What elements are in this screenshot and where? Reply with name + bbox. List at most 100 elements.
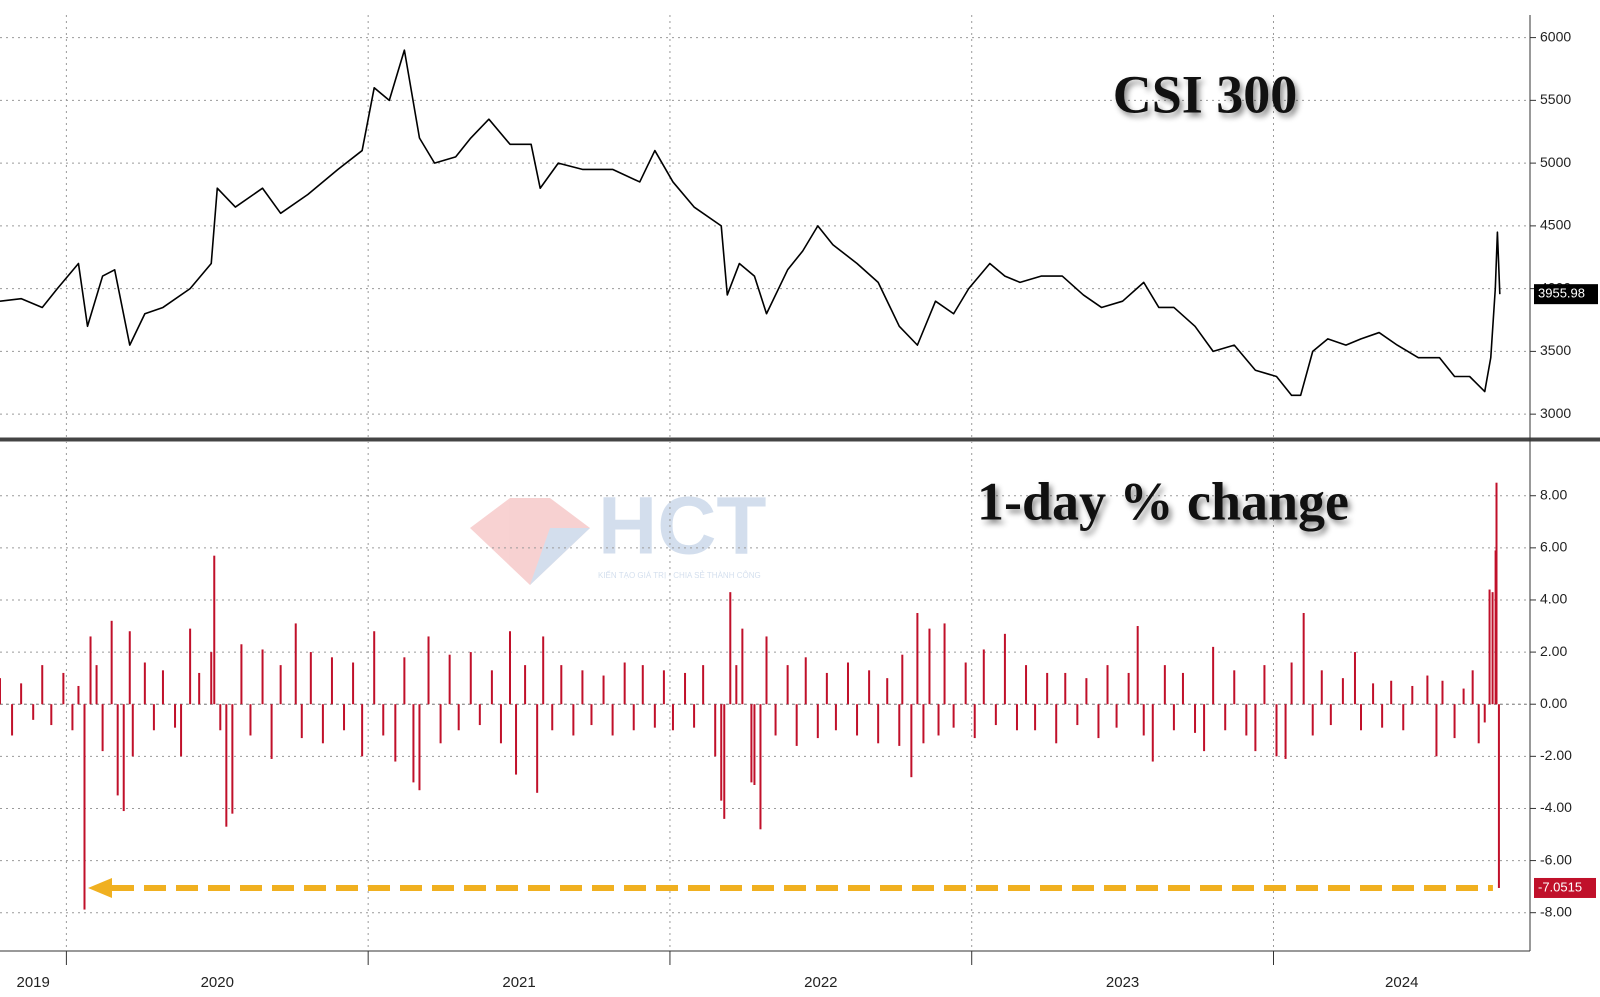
- y-tick-label: 2.00: [1540, 643, 1567, 659]
- y-tick-label: 4500: [1540, 217, 1571, 233]
- bar: [403, 657, 406, 705]
- x-tick-label: 2022: [804, 974, 837, 991]
- bar: [439, 704, 442, 744]
- bar: [427, 636, 430, 705]
- bar: [943, 623, 946, 705]
- bar: [729, 592, 732, 705]
- bar: [735, 665, 738, 705]
- bar: [509, 631, 511, 705]
- x-tick-label: 2019: [17, 974, 50, 991]
- watermark-logo: [530, 528, 590, 585]
- bar: [128, 631, 131, 705]
- bar: [1015, 704, 1018, 731]
- bar: [816, 704, 819, 739]
- last-value-label: 3955.98: [1538, 286, 1585, 301]
- annotation-arrowhead: [88, 877, 112, 898]
- bar: [330, 657, 333, 705]
- y-tick-label: -8.00: [1540, 903, 1572, 919]
- y-tick-label: 4.00: [1540, 591, 1567, 607]
- y-tick-label: -4.00: [1540, 799, 1572, 815]
- bar: [180, 704, 183, 757]
- bar: [1411, 685, 1414, 705]
- bar: [448, 654, 451, 705]
- bar: [1477, 704, 1480, 744]
- bar: [1435, 704, 1438, 757]
- bar: [20, 683, 23, 705]
- bar: [1353, 652, 1356, 705]
- watermark-text: HCT: [598, 481, 767, 572]
- bar: [856, 704, 859, 736]
- bar: [1320, 670, 1323, 705]
- bar: [1245, 704, 1248, 736]
- bar: [886, 678, 889, 705]
- bar: [352, 662, 355, 705]
- bar: [189, 628, 192, 705]
- bar: [89, 636, 92, 705]
- bar: [846, 662, 849, 705]
- bar: [1127, 672, 1130, 705]
- bar: [1151, 704, 1154, 762]
- bar: [116, 704, 119, 796]
- bar: [759, 704, 762, 830]
- bar: [1290, 662, 1293, 705]
- y-tick-label: 3000: [1540, 405, 1571, 421]
- bar: [982, 649, 985, 705]
- bar: [110, 620, 113, 705]
- watermark: HCT KIẾN TẠO GIÁ TRỊ - CHIA SẺ THÀNH CÔN…: [470, 481, 767, 585]
- bar: [1254, 704, 1257, 752]
- bar: [1284, 704, 1287, 759]
- bar: [1172, 704, 1175, 731]
- bar: [774, 704, 777, 736]
- bar: [910, 704, 913, 778]
- bar: [786, 665, 789, 705]
- bar: [1311, 704, 1314, 736]
- bar: [1390, 680, 1393, 705]
- last-value-box: [1534, 284, 1598, 305]
- bar: [11, 704, 14, 736]
- bar: [750, 704, 753, 783]
- bar: [1194, 704, 1197, 733]
- bar: [1329, 704, 1332, 726]
- bar: [0, 678, 1, 705]
- bar: [1372, 683, 1375, 705]
- bar: [249, 704, 252, 736]
- bar: [219, 704, 222, 731]
- bar: [32, 704, 35, 720]
- bar: [693, 704, 696, 728]
- bar: [877, 704, 880, 744]
- bar: [174, 704, 177, 728]
- bar: [1046, 672, 1049, 705]
- bar: [1142, 704, 1145, 736]
- bar: [765, 636, 768, 705]
- bar: [161, 670, 164, 705]
- bar: [952, 704, 955, 728]
- bar: [152, 704, 155, 731]
- bar: [524, 665, 527, 705]
- y-tick-label: 8.00: [1540, 486, 1567, 502]
- chart-title: CSI 300: [1113, 64, 1298, 124]
- y-tick-label: 0.00: [1540, 695, 1567, 711]
- bar: [1302, 612, 1305, 705]
- bar: [653, 704, 656, 728]
- bar: [1426, 675, 1429, 705]
- bar: [581, 670, 584, 705]
- bar: [868, 670, 871, 705]
- bar: [210, 652, 213, 705]
- bar: [1497, 704, 1500, 888]
- bar: [825, 672, 828, 705]
- bar: [684, 672, 687, 705]
- bar: [916, 612, 919, 705]
- y-tick-label: -2.00: [1540, 747, 1572, 763]
- bar: [1076, 704, 1079, 726]
- bar: [231, 704, 234, 814]
- bar: [1064, 672, 1067, 705]
- bar: [412, 704, 415, 783]
- bar: [804, 657, 807, 705]
- bar: [294, 623, 297, 705]
- bar: [83, 704, 86, 910]
- bar: [1471, 670, 1474, 705]
- bar: [71, 704, 74, 731]
- price-line: [0, 49, 1501, 397]
- bar: [1233, 670, 1236, 705]
- bar: [1003, 633, 1006, 705]
